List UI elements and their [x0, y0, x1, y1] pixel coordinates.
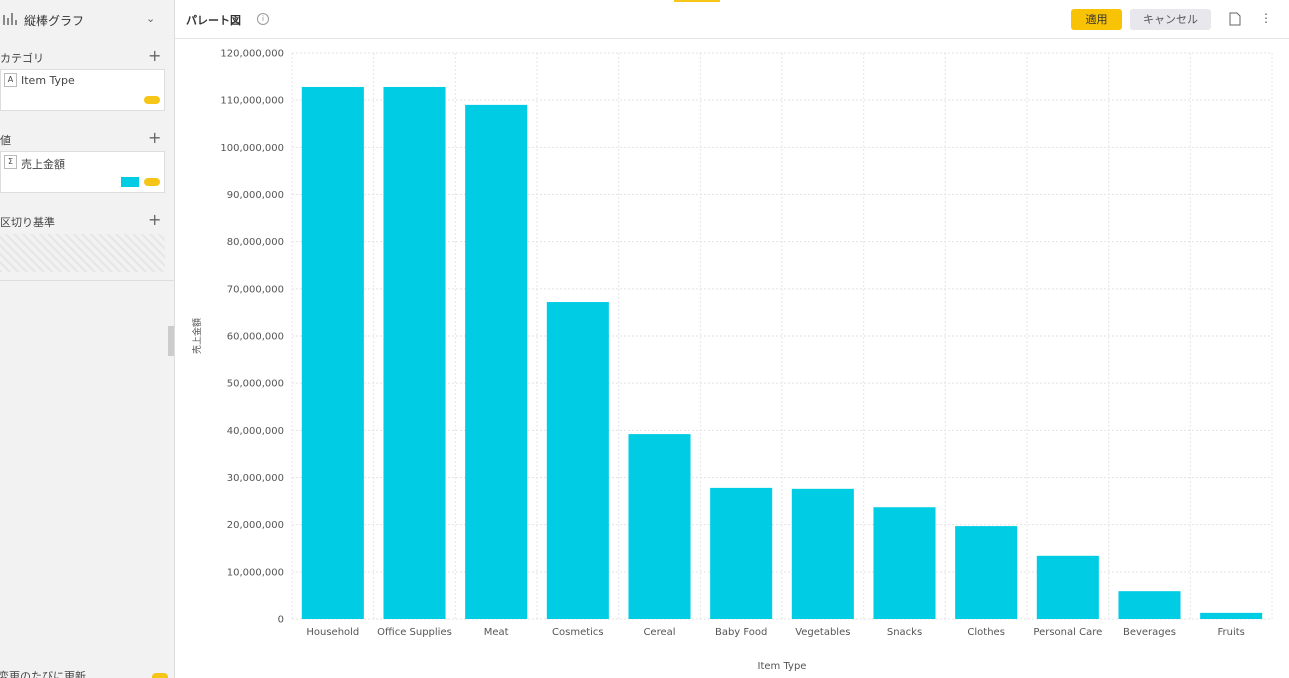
y-tick-label: 110,000,000 — [220, 96, 284, 107]
x-tick-label: Cosmetics — [552, 627, 604, 638]
toolbar: パレート図 i 適用 キャンセル ⋮ — [175, 0, 1289, 39]
x-tick-label: Beverages — [1123, 627, 1176, 638]
chart-type[interactable]: 縦棒グラフ — [24, 14, 85, 28]
field-icon: A — [4, 73, 17, 87]
y-tick-label: 70,000,000 — [227, 284, 284, 295]
field-name: 売上金額 — [21, 158, 65, 171]
section-title: 区切り基準 — [0, 216, 55, 229]
field-options — [0, 90, 165, 111]
export-icon[interactable] — [1229, 12, 1241, 26]
bar — [1118, 591, 1181, 619]
y-axis-label: 売上金額 — [191, 318, 203, 354]
dropdown-arrow[interactable]: ⌄ — [146, 12, 156, 25]
bar — [791, 488, 854, 619]
y-tick-label: 120,000,000 — [220, 49, 284, 60]
y-tick-label: 80,000,000 — [227, 237, 284, 248]
add-button[interactable]: + — [148, 128, 162, 147]
apply-button[interactable]: 適用 — [1071, 9, 1122, 30]
toggle[interactable] — [152, 673, 168, 678]
value-section: 値 + Σ 売上金額 — [0, 128, 174, 198]
color-swatch[interactable] — [121, 177, 139, 187]
y-tick-label: 20,000,000 — [227, 520, 284, 531]
y-tick-label: 40,000,000 — [227, 426, 284, 437]
add-button[interactable]: + — [148, 46, 162, 65]
x-tick-label: Clothes — [967, 627, 1005, 638]
bar — [301, 86, 364, 619]
auto-update-label: 変更のたびに更新 — [0, 670, 86, 678]
y-tick-label: 50,000,000 — [227, 379, 284, 390]
field-name: Item Type — [21, 74, 75, 87]
x-tick-label: Office Supplies — [377, 627, 452, 638]
x-tick-label: Vegetables — [795, 627, 850, 638]
bar — [710, 487, 773, 619]
x-tick-label: Household — [306, 627, 359, 638]
indicator — [674, 0, 720, 2]
field-icon: Σ — [4, 155, 17, 169]
x-tick-label: Baby Food — [715, 627, 767, 638]
collapse-handle[interactable] — [168, 326, 174, 356]
field[interactable]: Σ 売上金額 — [0, 151, 165, 173]
y-tick-label: 60,000,000 — [227, 332, 284, 343]
category-section: カテゴリ + A Item Type — [0, 46, 174, 116]
x-tick-label: Personal Care — [1033, 627, 1102, 638]
cancel-button[interactable]: キャンセル — [1130, 9, 1211, 30]
field-options — [0, 172, 165, 193]
divider — [0, 280, 174, 281]
section-title: カテゴリ — [0, 52, 44, 65]
bar — [465, 104, 528, 620]
y-tick-label: 0 — [278, 615, 284, 626]
bar — [383, 86, 446, 619]
x-axis-label: Item Type — [758, 661, 807, 672]
sidebar: 縦棒グラフ ⌄ カテゴリ + A Item Type 値 + Σ 売上金額 区 — [0, 0, 175, 678]
x-tick-label: Snacks — [887, 627, 922, 638]
toggle[interactable] — [144, 178, 160, 186]
split-section: 区切り基準 + — [0, 210, 174, 274]
toggle[interactable] — [144, 96, 160, 104]
field[interactable]: A Item Type — [0, 69, 165, 91]
bar — [873, 507, 936, 619]
y-tick-label: 100,000,000 — [220, 143, 284, 154]
bar — [1036, 555, 1099, 619]
drop-zone[interactable] — [0, 234, 165, 272]
chart: 0 10,000,000 20,000,000 30,000,000 40,000,00… — [191, 49, 1273, 672]
bar — [628, 434, 691, 619]
add-button[interactable]: + — [148, 210, 162, 229]
chart-name: パレート図 — [186, 14, 241, 27]
x-tick-label: Meat — [484, 627, 509, 638]
bar — [1200, 612, 1263, 619]
x-tick-label: Cereal — [643, 627, 675, 638]
y-tick-label: 10,000,000 — [227, 567, 284, 578]
chart-icon — [3, 13, 17, 25]
bar — [955, 526, 1018, 619]
menu-icon[interactable]: ⋮ — [1260, 11, 1272, 25]
info-icon[interactable]: i — [257, 13, 269, 25]
y-tick-label: 90,000,000 — [227, 190, 284, 201]
y-tick-label: 30,000,000 — [227, 473, 284, 484]
bar — [546, 302, 609, 619]
section-title: 値 — [0, 134, 11, 147]
x-tick-label: Fruits — [1217, 627, 1244, 638]
